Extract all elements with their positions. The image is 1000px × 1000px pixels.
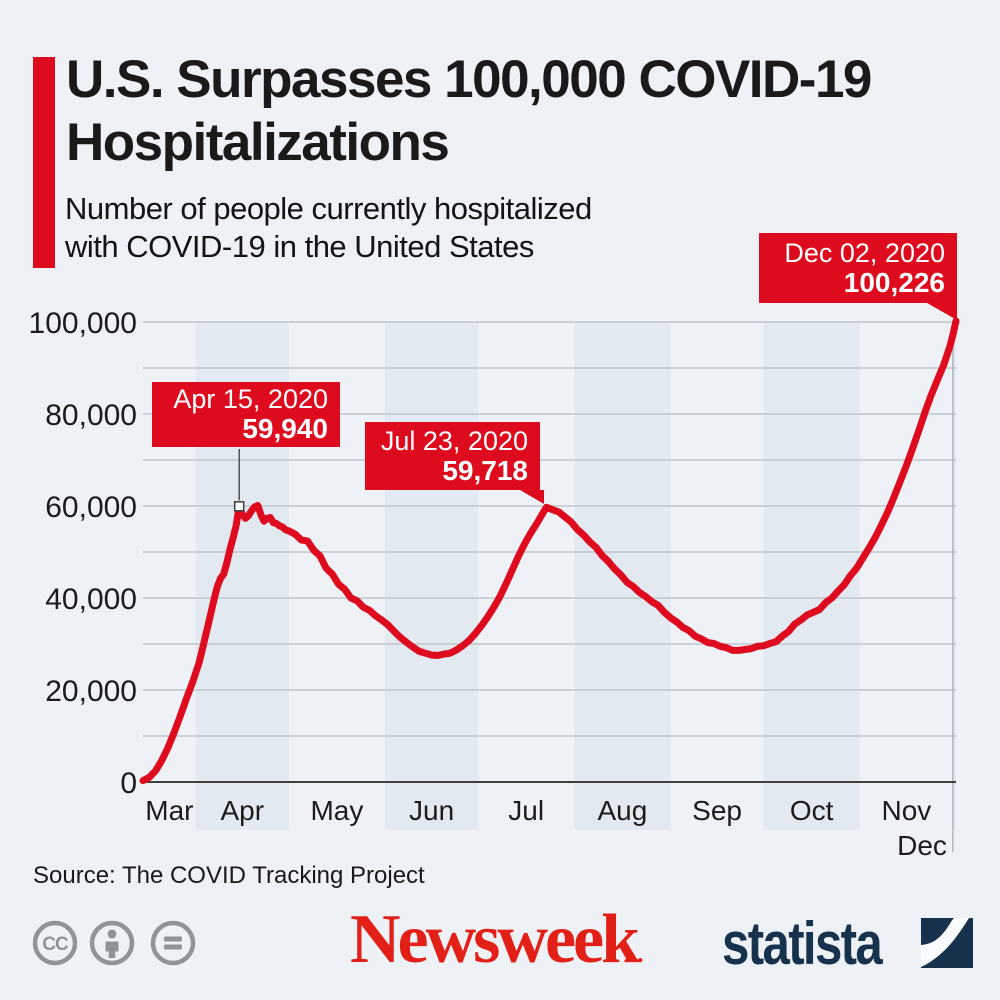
red-accent-bar <box>33 57 55 268</box>
statista-logo-text: statista <box>722 910 883 977</box>
title-line-1: U.S. Surpasses 100,000 COVID-19 <box>66 50 872 109</box>
x-axis-label-aug: Aug <box>597 795 647 826</box>
month-band-oct <box>763 322 860 830</box>
y-axis-label-80000: 80,000 <box>45 399 137 432</box>
y-axis-label-60000: 60,000 <box>45 491 137 524</box>
annotation-value: 59,718 <box>442 455 528 486</box>
svg-text:CC: CC <box>42 934 69 955</box>
month-band-jun <box>385 322 479 830</box>
month-band-dec <box>952 322 956 830</box>
attribution-icon <box>89 920 135 966</box>
annotation-value: 100,226 <box>843 267 945 298</box>
annotation-date: Jul 23, 2020 <box>380 426 528 456</box>
subtitle-line-1: Number of people currently hospitalized <box>65 191 592 226</box>
x-axis-label-sep: Sep <box>692 795 742 826</box>
x-axis-label-may: May <box>310 795 363 826</box>
y-axis-label-100000: 100,000 <box>29 307 137 340</box>
x-axis-label-nov: Nov <box>882 795 932 826</box>
subtitle-line-2: with COVID-19 in the United States <box>65 229 534 264</box>
annotation-point-marker <box>233 501 245 512</box>
equals-icon <box>150 920 196 966</box>
newsweek-logo-mark: . <box>637 939 644 968</box>
title-line-2: Hospitalizations <box>66 113 450 172</box>
x-axis-label-jun: Jun <box>409 795 454 826</box>
creative-commons-icon: CC <box>32 920 78 966</box>
page-title: U.S. Surpasses 100,000 COVID-19 Hospitali… <box>66 48 872 174</box>
annotation-value: 59,940 <box>242 413 328 444</box>
hospitalizations-series-line <box>139 317 960 785</box>
annotation-jul-23: Jul 23, 2020 59,718 <box>365 422 544 504</box>
statista-logo-icon <box>921 918 973 968</box>
x-axis-label-mar: Mar <box>145 795 193 826</box>
annotation-apr-15: Apr 15, 2020 59,940 <box>152 382 340 447</box>
chart-subtitle: Number of people currently hospitalized w… <box>65 190 592 266</box>
newsweek-logo-text: Newsweek <box>350 901 640 978</box>
x-axis-label-dec: Dec <box>897 830 947 861</box>
annotation-dec-02: Dec 02, 2020 100,226 <box>759 233 957 320</box>
x-axis-label-jul: Jul <box>508 795 544 826</box>
y-axis-label-0: 0 <box>120 767 137 800</box>
source-text: Source: The COVID Tracking Project <box>33 862 425 889</box>
x-axis-label-apr: Apr <box>221 795 265 826</box>
annotation-date: Apr 15, 2020 <box>173 384 328 414</box>
newsweek-logo: Newsweek. <box>350 905 644 989</box>
x-axis-label-oct: Oct <box>790 795 834 826</box>
annotation-date: Dec 02, 2020 <box>784 238 945 268</box>
y-axis-label-40000: 40,000 <box>45 583 137 616</box>
y-axis-label-20000: 20,000 <box>45 675 137 708</box>
